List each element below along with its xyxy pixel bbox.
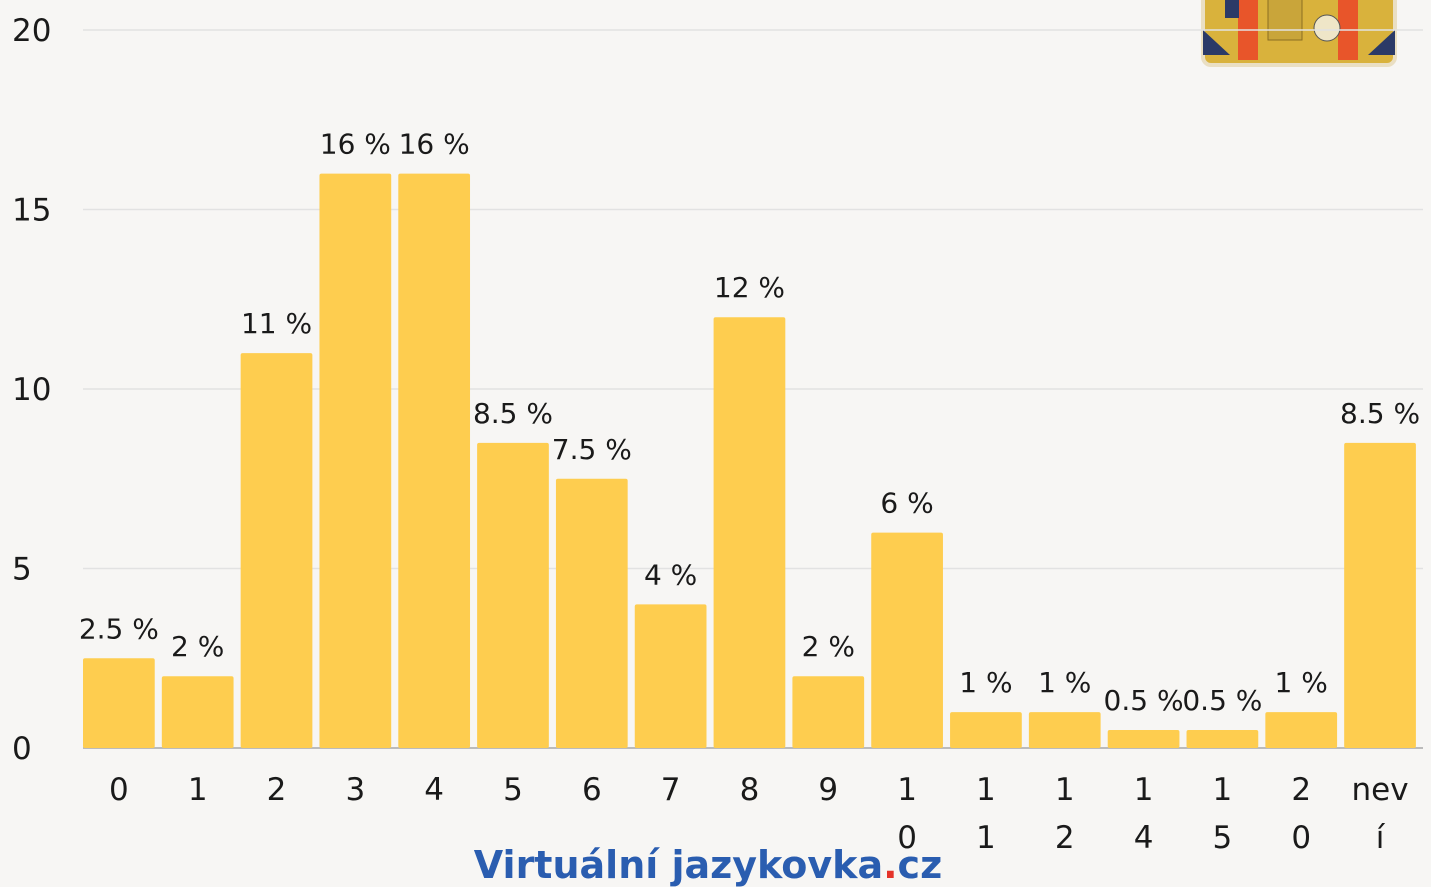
value-label: 1 %: [959, 666, 1012, 699]
value-label: 0.5 %: [1182, 684, 1262, 717]
x-tick-label: 0: [109, 772, 129, 808]
bar: [161, 676, 234, 748]
value-label: 1 %: [1038, 666, 1091, 699]
bar: [1186, 730, 1259, 748]
y-tick-label: 5: [12, 552, 32, 588]
value-label: 8.5 %: [1340, 397, 1420, 430]
y-tick-label: 15: [12, 193, 51, 229]
value-label: 2 %: [802, 630, 855, 663]
x-tick-label: 3: [345, 772, 365, 808]
bar: [319, 173, 392, 749]
value-label: 8.5 %: [473, 397, 553, 430]
value-label: 4 %: [644, 558, 697, 591]
bar: [477, 442, 549, 748]
bar: [1265, 712, 1338, 748]
watermark-part: .: [883, 843, 897, 887]
x-tick-label: 6: [582, 772, 602, 808]
y-tick-label: 0: [12, 731, 32, 767]
watermark-part: cz: [898, 843, 943, 887]
y-tick-label: 20: [12, 13, 51, 49]
bar: [792, 676, 865, 748]
x-tick-label: 7: [661, 772, 681, 808]
bar: [240, 353, 313, 748]
x-tick-label: 1: [188, 772, 208, 808]
suitcase-icon: [1201, 0, 1397, 67]
x-tick-label: 4: [424, 772, 444, 808]
x-tick-label: nev í: [1352, 772, 1409, 856]
x-tick-label: 2: [267, 772, 287, 808]
bar: [634, 604, 707, 748]
bar: [713, 317, 786, 748]
x-tick-label: 5: [503, 772, 523, 808]
bar: [398, 173, 471, 749]
watermark: Virtuální jazykovka.cz: [474, 843, 942, 887]
bar: [950, 712, 1022, 748]
bar: [1107, 730, 1180, 748]
value-label: 0.5 %: [1104, 684, 1184, 717]
bar: [1028, 712, 1101, 748]
bar: [1344, 442, 1416, 748]
bar: [871, 532, 943, 748]
value-label: 2 %: [171, 630, 224, 663]
bar: [555, 478, 628, 748]
watermark-part: Virtuální jazykovka: [474, 843, 883, 887]
x-tick-label: 9: [818, 772, 838, 808]
value-label: 1 %: [1275, 666, 1328, 699]
value-label: 7.5 %: [552, 433, 632, 466]
value-label: 16 %: [320, 128, 391, 161]
value-label: 2.5 %: [79, 612, 159, 645]
value-label: 6 %: [880, 487, 933, 520]
x-tick-label: 8: [740, 772, 760, 808]
value-label: 12 %: [714, 271, 785, 304]
bar: [83, 658, 155, 748]
value-label: 11 %: [241, 307, 312, 340]
value-label: 16 %: [399, 128, 470, 161]
y-tick-label: 10: [12, 372, 51, 408]
